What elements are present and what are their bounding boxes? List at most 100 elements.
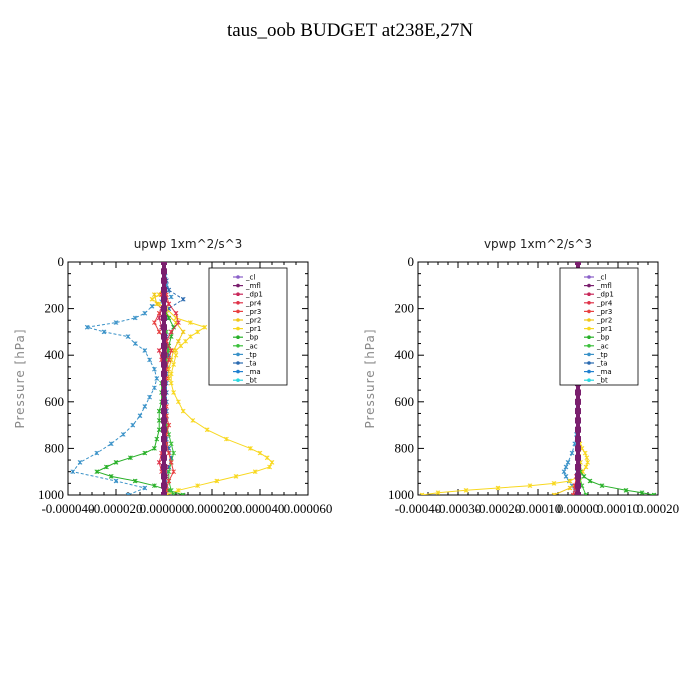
series-group [70, 262, 275, 495]
data-point [214, 478, 220, 484]
data-point [623, 487, 629, 493]
data-point [161, 361, 167, 368]
data-point [154, 376, 160, 381]
legend-marker [587, 326, 591, 331]
legend-label: _pr2 [245, 317, 261, 325]
data-point [575, 436, 581, 443]
legend-label: _ma [596, 368, 612, 376]
data-point [267, 464, 272, 470]
data-point [585, 460, 590, 465]
legend-label: _dp1 [245, 291, 263, 299]
data-point [161, 296, 167, 303]
data-point [84, 324, 90, 330]
legend-marker [236, 309, 240, 314]
data-point [575, 445, 581, 452]
data-point [168, 460, 174, 465]
data-point [166, 422, 172, 428]
data-point [176, 320, 181, 325]
data-point [495, 485, 501, 491]
data-point [161, 262, 167, 265]
data-point [567, 478, 573, 484]
data-point [178, 343, 184, 349]
data-point [120, 432, 126, 437]
data-point [137, 413, 143, 419]
legend-label: _bt [596, 377, 608, 385]
data-point [173, 352, 179, 358]
data-point [132, 315, 138, 321]
data-point [176, 338, 181, 344]
legend-label: _pr2 [596, 317, 612, 325]
data-point [168, 294, 174, 300]
y-tick-label: 1000 [38, 487, 64, 502]
legend-marker [236, 378, 240, 383]
data-point [104, 464, 109, 470]
data-point [188, 320, 193, 325]
data-point [161, 482, 167, 489]
legend-marker [587, 292, 591, 297]
data-point [156, 427, 162, 433]
x-tick-label: -0.00010 [515, 501, 562, 516]
data-point [180, 408, 186, 414]
series-line-tp [71, 275, 172, 495]
data-point [156, 418, 162, 423]
y-tick-label: 600 [45, 394, 65, 409]
data-point [113, 478, 119, 484]
x-tick-label: -0.00030 [435, 501, 482, 516]
data-point [149, 296, 155, 302]
legend-label: _ac [596, 342, 609, 350]
legend-label: _pr1 [596, 325, 612, 333]
y-axis-label: Pressure [hPa] [13, 328, 27, 428]
data-point [113, 320, 119, 325]
data-point [435, 490, 441, 495]
y-tick-label: 800 [45, 440, 65, 455]
y-tick-label: 200 [45, 301, 65, 316]
legend-marker [236, 361, 240, 365]
legend-marker [236, 352, 240, 357]
data-point [224, 436, 229, 442]
data-point [651, 492, 657, 495]
data-point [161, 305, 167, 312]
data-point [565, 460, 571, 465]
data-point [166, 287, 172, 293]
data-point [587, 478, 593, 484]
data-point [171, 469, 176, 475]
x-tick-label: -0.000040 [41, 501, 94, 516]
data-point [156, 315, 162, 321]
data-point [161, 277, 167, 284]
legend-marker [587, 361, 591, 365]
data-point [161, 408, 167, 415]
data-point [125, 492, 131, 495]
data-point [569, 450, 575, 456]
y-tick-label: 800 [395, 440, 415, 455]
legend-label: _tp [245, 351, 257, 359]
data-point [551, 480, 557, 486]
data-point [166, 357, 172, 363]
data-point [527, 483, 533, 489]
data-point [171, 390, 176, 395]
data-point [575, 454, 581, 461]
x-tick-label: -0.000020 [89, 501, 142, 516]
data-point [252, 469, 258, 475]
legend-label: _mfl [596, 282, 612, 290]
data-point [142, 404, 148, 409]
data-point [142, 348, 148, 353]
data-point [575, 426, 581, 433]
legend-marker [236, 344, 240, 348]
x-tick-label: 0.00000 [557, 501, 599, 516]
x-tick-label: -0.00020 [475, 501, 522, 516]
data-point [132, 478, 138, 484]
data-point [161, 268, 167, 275]
legend-marker [587, 283, 591, 288]
legend-label: _pr4 [245, 299, 262, 307]
data-point [161, 426, 167, 433]
data-point [561, 469, 567, 475]
legend-label: _pr3 [596, 308, 612, 316]
data-point [188, 334, 193, 339]
data-point [113, 460, 119, 465]
data-point [152, 292, 157, 297]
data-point [166, 450, 172, 456]
legend-marker [587, 344, 591, 348]
legend-marker [236, 369, 240, 374]
legend-marker [236, 335, 240, 340]
